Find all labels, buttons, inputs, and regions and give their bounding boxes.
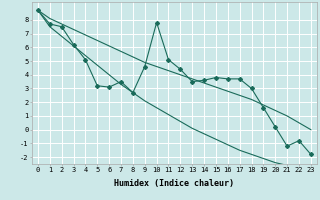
- X-axis label: Humidex (Indice chaleur): Humidex (Indice chaleur): [115, 179, 234, 188]
